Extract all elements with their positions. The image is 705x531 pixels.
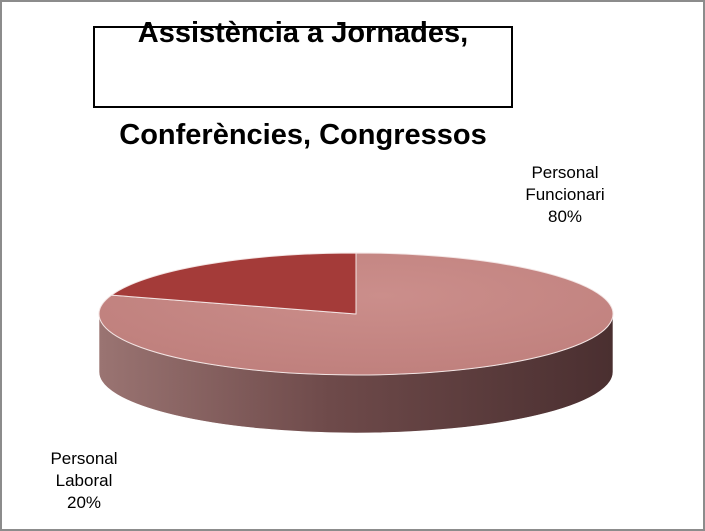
slice-label-funcionari: Personal Funcionari 80% [510,162,620,228]
slice-label-laboral-line-1: Personal [50,449,118,468]
slice-label-funcionari-value: 80% [547,207,583,226]
chart-title-box: Assistència a Jornades, Conferències, Co… [93,17,513,151]
chart-title-line-2: Conferències, Congressos [119,119,487,151]
chart-title-line-1: Assistència a Jornades, [137,17,469,49]
pie-slice-funcionari [98,252,614,376]
slice-label-laboral-line-2: Laboral [55,471,113,490]
slice-label-laboral-value: 20% [66,493,102,512]
chart-title: Assistència a Jornades, Conferències, Co… [119,0,486,152]
slice-label-funcionari-line-2: Funcionari [525,185,605,204]
slice-label-funcionari-line-1: Personal [531,163,599,182]
slice-label-laboral: Personal Laboral 20% [24,448,144,514]
pie-slice-laboral [110,252,357,315]
